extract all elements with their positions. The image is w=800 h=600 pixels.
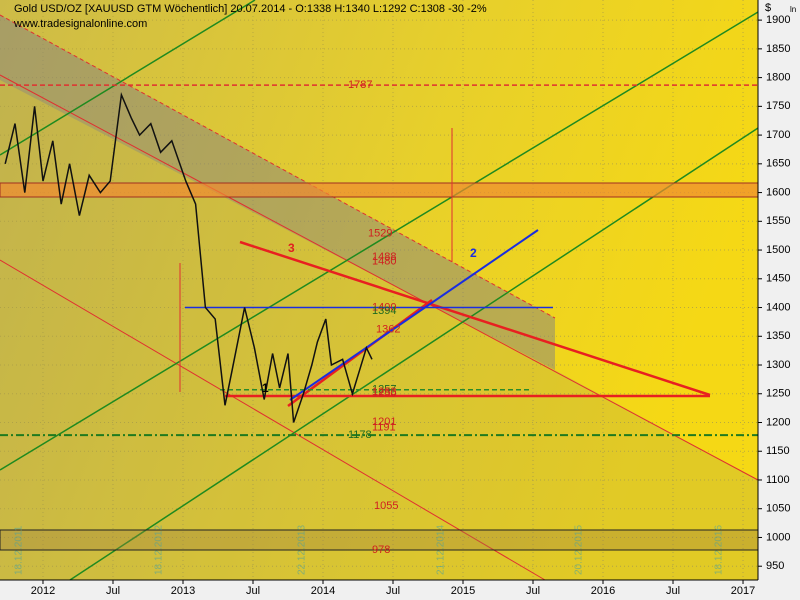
cycle-date: 20.12.2015 [574,525,585,575]
price-line [4,91,373,423]
trend-line [69,127,759,581]
price-label: 1253 [372,386,396,398]
trend-line [0,14,556,319]
y-tick-label: 1400 [766,301,790,313]
x-tick-label: Jul [246,585,260,597]
y-tick-label: 1350 [766,330,790,342]
cycle-date: 21.12.2014 [436,525,447,575]
price-label: 1480 [372,255,396,267]
trend-line [0,259,546,581]
y-tick-label: 1150 [766,445,790,457]
x-tick-label: 2013 [171,585,195,597]
chart-title: Gold USD/OZ [XAUUSD GTM Wöchentlich] 20.… [14,3,487,15]
channel-shade [0,80,758,580]
triangle-line [239,240,711,397]
chart-subtitle: www.tradesignalonline.com [13,18,147,30]
y-tick-label: 1800 [766,72,790,84]
price-label: 1488 [372,251,396,263]
price-label: 1362 [376,323,400,335]
plot-background [0,0,758,580]
price-label: 1787 [348,79,372,91]
price-label: 1178 [348,429,372,441]
y-tick-label: 950 [766,560,784,572]
price-label: 1250 [372,388,396,400]
y-tick-label: 1850 [766,43,790,55]
resistance-band [0,182,759,198]
price-label: 1191 [372,422,396,434]
y-tick-label: 1050 [766,503,790,515]
x-tick-label: Jul [666,585,680,597]
x-tick-label: 2012 [31,585,55,597]
x-tick-label: 2017 [731,585,755,597]
y-tick-label: 1450 [766,273,790,285]
y-tick-label: 1700 [766,129,790,141]
price-label: 1394 [372,305,396,317]
x-tick-label: 2014 [311,585,335,597]
trend-line [0,74,759,481]
y-tick-label: 1300 [766,359,790,371]
y-tick-label: 1250 [766,388,790,400]
trend-line [0,11,759,471]
y-unit: $ [765,2,771,14]
y-tick-label: 1650 [766,158,790,170]
drawings [0,0,759,581]
x-tick-label: Jul [106,585,120,597]
x-tick-label: 2016 [591,585,615,597]
wave-label: 1 [262,381,269,395]
y-tick-label: 1200 [766,416,790,428]
x-tick-label: 2015 [451,585,475,597]
price-label: 1201 [372,416,396,428]
y-tick-label: 1900 [766,14,790,26]
wave-label: 2 [470,246,477,260]
trend-line [0,0,256,156]
scale-label: ln [790,5,796,14]
cycle-date: 18.12.2016 [714,525,725,575]
trend-line [289,229,539,401]
y-tick-label: 1100 [766,474,790,486]
price-label: 1400 [372,301,396,313]
x-tick-label: Jul [526,585,540,597]
y-tick-label: 1500 [766,244,790,256]
price-label: 978 [372,544,390,556]
cycle-date: 18.12.2011 [14,525,25,575]
cycle-date: 18.12.2012 [154,525,165,575]
cycle-date: 22.12.2013 [297,525,308,575]
y-tick-label: 1600 [766,186,790,198]
y-tick-label: 1750 [766,100,790,112]
x-tick-label: Jul [386,585,400,597]
y-tick-label: 1000 [766,531,790,543]
price-label: 1529 [368,227,392,239]
y-tick-label: 1550 [766,215,790,227]
price-label: 1055 [374,500,398,512]
price-label: 1257 [372,384,396,396]
plot [0,0,758,580]
wave-label: 3 [288,241,295,255]
